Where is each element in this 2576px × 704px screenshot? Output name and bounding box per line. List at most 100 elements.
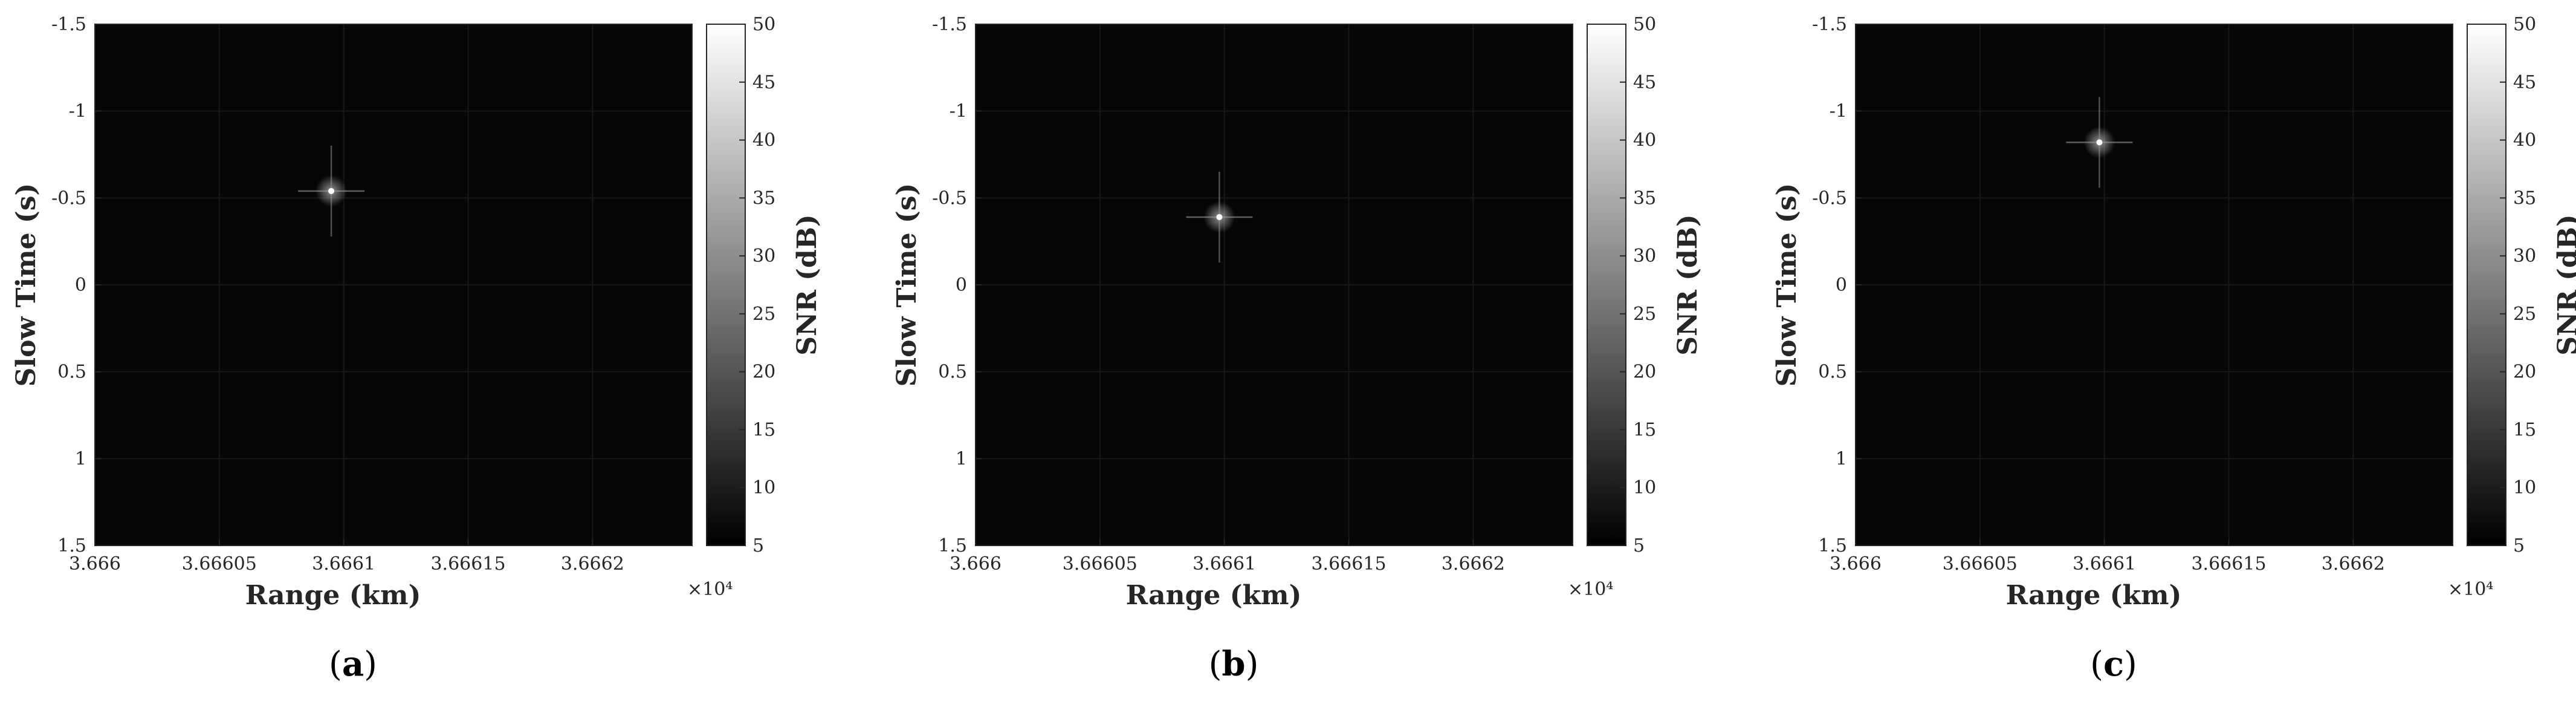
colorbar-tick-label: 45 — [1633, 72, 1656, 93]
x-tick-label: 3.6661 — [1193, 553, 1256, 575]
caption-close-paren: ) — [2124, 645, 2137, 684]
colorbar-tick-label: 10 — [2513, 477, 2536, 498]
colorbar-tick-label: 5 — [2513, 535, 2525, 556]
colorbar-tick-label: 40 — [2513, 130, 2536, 151]
y-tick-label: -0.5 — [51, 187, 86, 209]
colorbar-tick-label: 20 — [752, 362, 775, 383]
x-axis-label: Range (km) — [245, 580, 421, 611]
colorbar-tick-label: 25 — [752, 304, 775, 325]
colorbar-tick-label: 50 — [752, 14, 775, 35]
x-axis-label: Range (km) — [1126, 580, 1302, 611]
colorbar-tick-label: 10 — [752, 477, 775, 498]
y-tick-label: -1 — [1830, 101, 1847, 122]
y-tick-label: -1.5 — [51, 14, 86, 35]
target-peak — [1216, 213, 1223, 220]
colorbar-tick-label: 5 — [1633, 535, 1645, 556]
x-tick-label: 3.66605 — [1943, 553, 2018, 575]
colorbar-tick-label: 30 — [752, 246, 775, 267]
y-tick-label: 0 — [75, 275, 86, 296]
y-axis-label: Slow Time (s) — [892, 183, 922, 387]
colorbar-label: SNR (dB) — [2552, 214, 2576, 355]
colorbar-label: SNR (dB) — [792, 214, 823, 355]
colorbar — [2467, 24, 2506, 546]
y-tick-label: 1 — [1836, 448, 1847, 469]
x-tick-label: 3.6661 — [312, 553, 375, 575]
caption-letter: b — [1222, 644, 1245, 684]
x-tick-label: 3.6662 — [2322, 553, 2385, 575]
panel-caption: (a) — [329, 644, 377, 684]
x-tick-label: 3.66605 — [182, 553, 257, 575]
y-tick-label: -0.5 — [1812, 187, 1847, 209]
colorbar-label: SNR (dB) — [1672, 214, 1703, 355]
colorbar-tick-label: 15 — [752, 419, 775, 440]
caption-open-paren: ( — [329, 645, 342, 684]
colorbar-tick-label: 25 — [1633, 304, 1656, 325]
y-tick-label: 0.5 — [57, 362, 86, 383]
x-tick-label: 3.66605 — [1063, 553, 1138, 575]
caption-close-paren: ) — [1246, 645, 1259, 684]
colorbar-tick-label: 15 — [1633, 419, 1656, 440]
colorbar-tick-label: 40 — [752, 130, 775, 151]
y-tick-label: 1 — [956, 448, 967, 469]
panel-b: 3.666 3.66605 3.6661 3.66615 3.6662 -1.5 -1 -0.… — [892, 14, 1703, 684]
y-tick-label: 1.5 — [1818, 535, 1847, 556]
x-tick-label: 3.6662 — [561, 553, 624, 575]
x-tick-label: 3.66615 — [2191, 553, 2266, 575]
y-tick-label: 0.5 — [1818, 362, 1847, 383]
colorbar-tick-label: 35 — [752, 187, 775, 209]
y-tick-label: -1.5 — [932, 14, 967, 35]
x-tick-label: 3.6661 — [2073, 553, 2136, 575]
y-tick-label: -0.5 — [932, 187, 967, 209]
caption-close-paren: ) — [364, 645, 377, 684]
colorbar-tick-label: 35 — [1633, 187, 1656, 209]
colorbar-tick-label: 40 — [1633, 130, 1656, 151]
x-tick-label: 3.66615 — [430, 553, 505, 575]
y-axis-label: Slow Time (s) — [1772, 183, 1802, 387]
x-axis-exponent: ×10⁴ — [2448, 579, 2493, 600]
caption-letter: c — [2103, 644, 2124, 684]
colorbar-tick-label: 30 — [1633, 246, 1656, 267]
y-tick-label: -1 — [69, 101, 86, 122]
colorbar-tick-label: 25 — [2513, 304, 2536, 325]
y-tick-label: 0.5 — [938, 362, 967, 383]
colorbar-tick-label: 20 — [2513, 362, 2536, 383]
x-axis-label: Range (km) — [2006, 580, 2182, 611]
caption-letter: a — [342, 644, 364, 684]
colorbar-tick-label: 20 — [1633, 362, 1656, 383]
colorbar — [1587, 24, 1626, 546]
colorbar-tick-label: 35 — [2513, 187, 2536, 209]
y-tick-label: 1 — [75, 448, 86, 469]
y-tick-label: 1.5 — [938, 535, 967, 556]
x-tick-label: 3.666 — [950, 553, 1002, 575]
panel-a: 3.666 3.66605 3.6661 3.66615 3.6662 -1.5 -1 -0.… — [11, 14, 823, 684]
x-tick-label: 3.666 — [1830, 553, 1882, 575]
colorbar-tick-label: 50 — [1633, 14, 1656, 35]
colorbar-tick-label: 15 — [2513, 419, 2536, 440]
y-tick-label: -1 — [950, 101, 967, 122]
colorbar-tick-label: 5 — [752, 535, 764, 556]
colorbar-tick-label: 10 — [1633, 477, 1656, 498]
x-tick-label: 3.6662 — [1442, 553, 1505, 575]
x-axis-exponent: ×10⁴ — [1568, 579, 1613, 600]
caption-open-paren: ( — [2090, 645, 2103, 684]
y-axis-label: Slow Time (s) — [11, 183, 42, 387]
colorbar-tick-label: 50 — [2513, 14, 2536, 35]
y-tick-label: 0 — [956, 275, 967, 296]
panel-caption: (b) — [1209, 644, 1259, 684]
colorbar-tick-label: 45 — [752, 72, 775, 93]
colorbar — [706, 24, 746, 546]
x-tick-label: 3.666 — [69, 553, 121, 575]
x-tick-label: 3.66615 — [1311, 553, 1386, 575]
target-peak — [328, 187, 335, 194]
x-axis-exponent: ×10⁴ — [687, 579, 733, 600]
caption-open-paren: ( — [1209, 645, 1222, 684]
y-tick-label: 1.5 — [57, 535, 86, 556]
panel-caption: (c) — [2090, 644, 2137, 684]
target-peak — [2096, 139, 2103, 146]
panel-c: 3.666 3.66605 3.6661 3.66615 3.6662 -1.5 -1 -0.… — [1772, 14, 2576, 684]
y-tick-label: -1.5 — [1812, 14, 1847, 35]
colorbar-tick-label: 30 — [2513, 246, 2536, 267]
colorbar-tick-label: 45 — [2513, 72, 2536, 93]
y-tick-label: 0 — [1836, 275, 1847, 296]
